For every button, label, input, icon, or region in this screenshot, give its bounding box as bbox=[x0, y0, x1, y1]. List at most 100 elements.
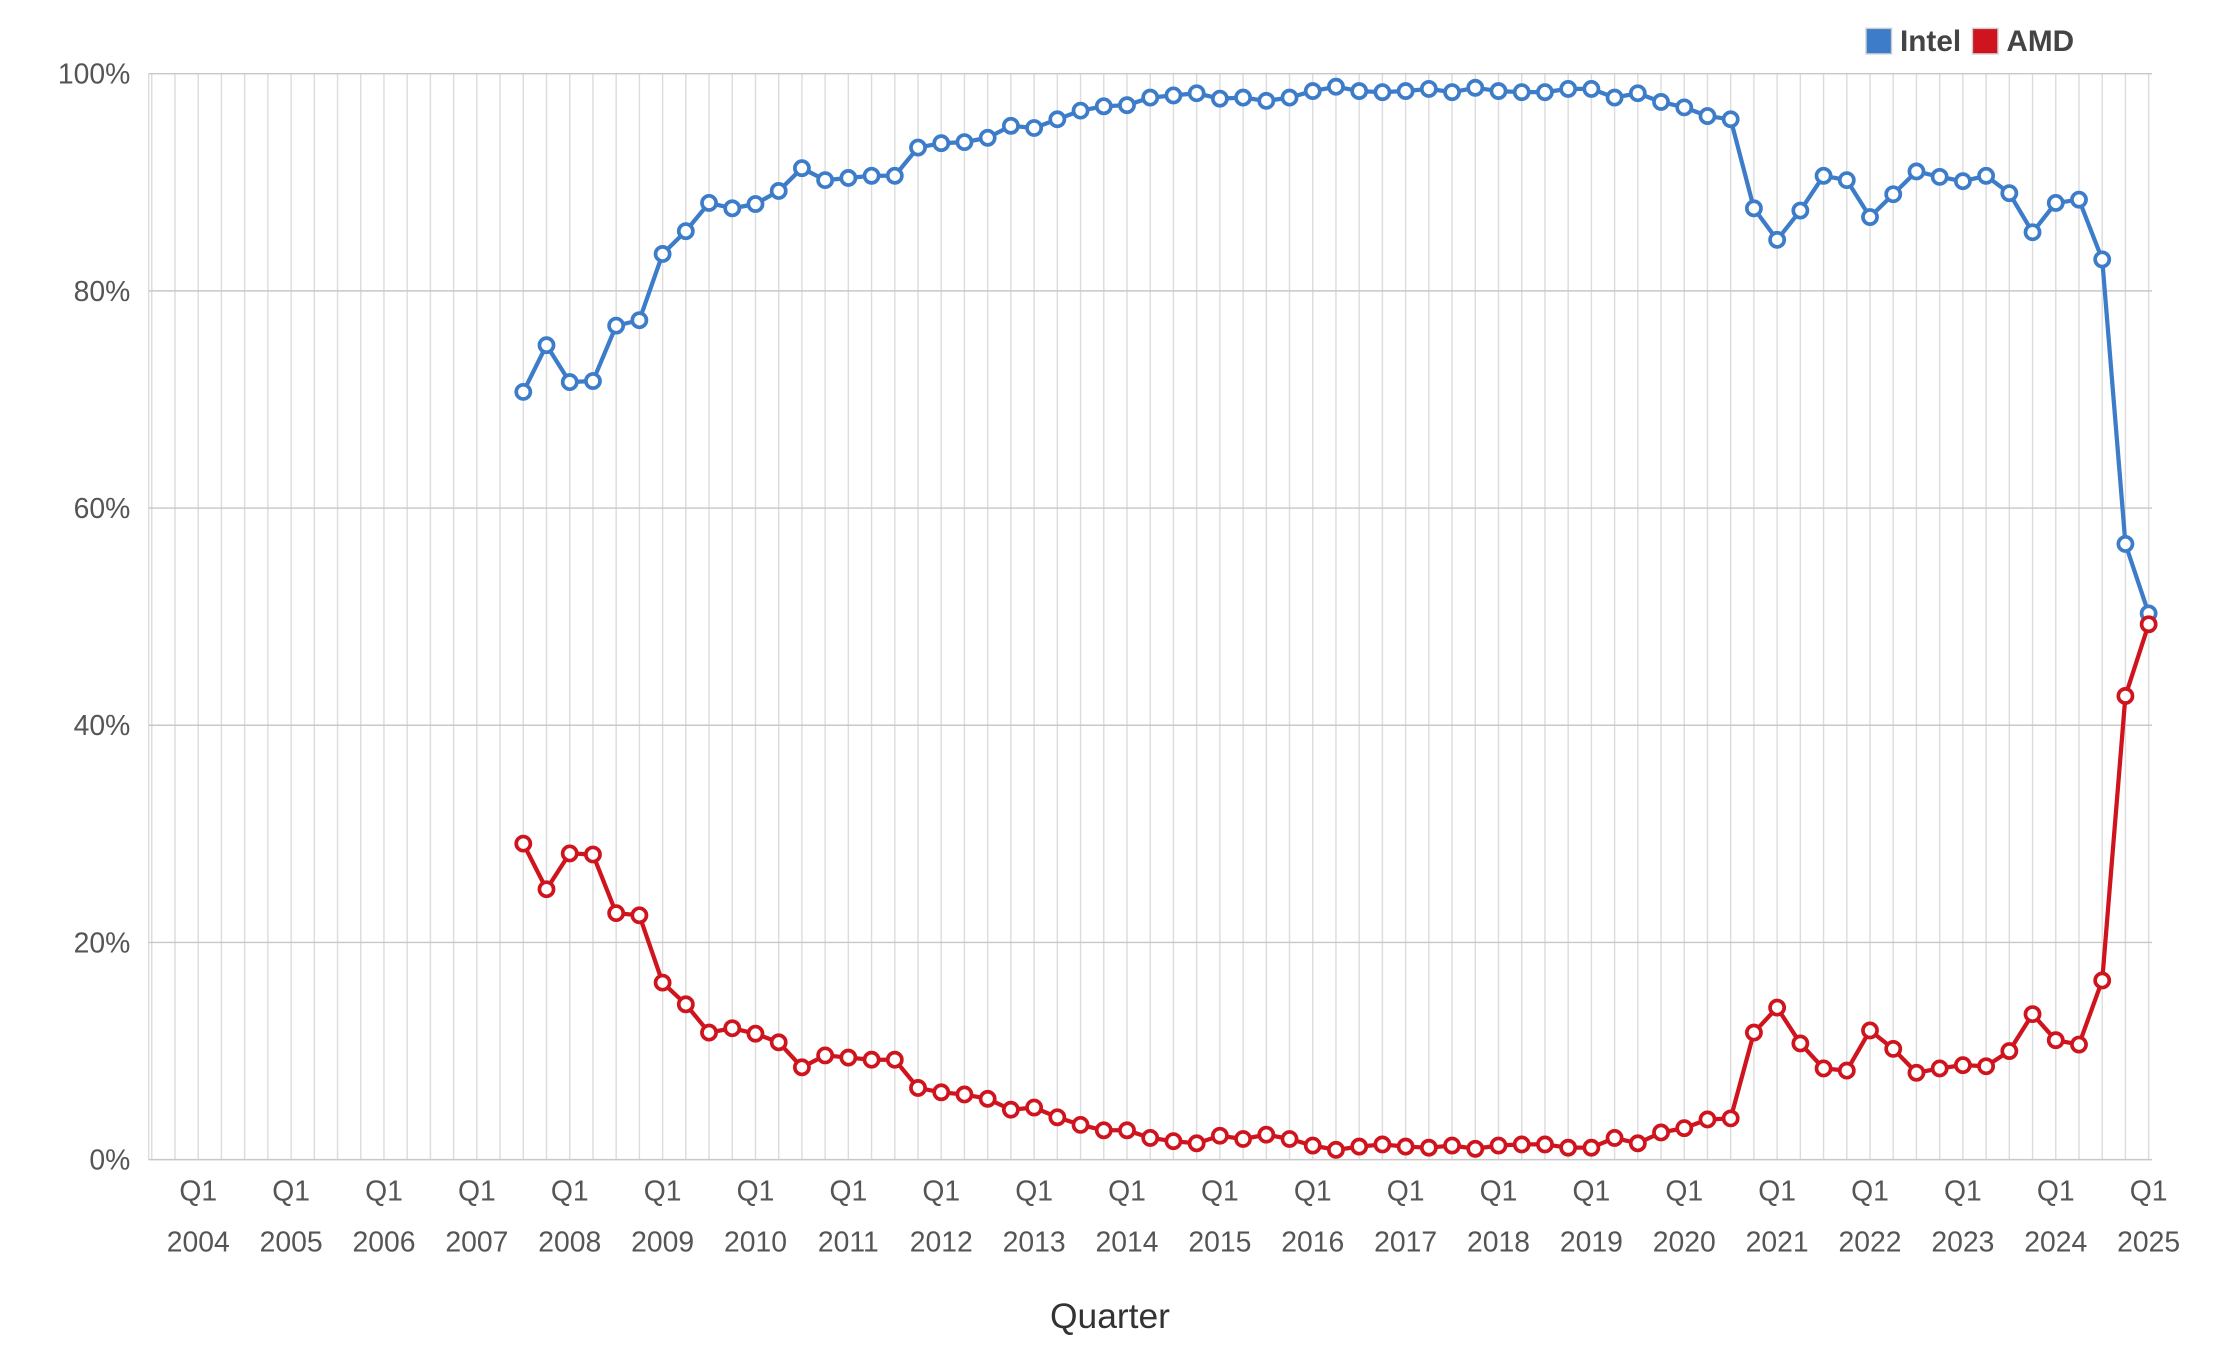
point bbox=[2023, 223, 2042, 242]
x-tick-label: 2006 bbox=[352, 1226, 415, 1258]
point bbox=[1953, 172, 1972, 191]
point bbox=[2070, 190, 2088, 209]
x-tick-label: Q1 bbox=[551, 1175, 589, 1207]
x-tick-label: 2009 bbox=[631, 1226, 694, 1258]
point bbox=[1652, 93, 1670, 111]
point bbox=[1280, 1130, 1299, 1148]
point bbox=[1698, 1110, 1717, 1129]
point bbox=[1118, 96, 1136, 115]
point bbox=[2139, 615, 2158, 634]
point bbox=[607, 904, 626, 923]
point bbox=[1907, 162, 1926, 181]
point bbox=[1443, 83, 1461, 102]
point bbox=[1559, 1138, 1578, 1157]
point bbox=[1187, 84, 1206, 103]
point bbox=[1977, 1057, 1996, 1076]
point bbox=[932, 1083, 951, 1102]
x-tick-label: Q1 bbox=[644, 1175, 682, 1207]
point bbox=[1698, 107, 1717, 125]
point bbox=[1768, 998, 1787, 1017]
y-tick-label: 80% bbox=[74, 275, 131, 307]
point bbox=[1977, 166, 1996, 185]
x-tick-label: 2016 bbox=[1281, 1226, 1344, 1258]
x-tick-label: Q1 bbox=[1294, 1175, 1332, 1207]
x-tick-label: Q1 bbox=[458, 1175, 496, 1207]
point bbox=[862, 1050, 881, 1069]
point bbox=[1234, 1130, 1253, 1148]
point bbox=[537, 336, 556, 355]
point bbox=[862, 166, 881, 185]
point bbox=[1721, 1109, 1740, 1128]
point bbox=[1327, 77, 1345, 96]
plot bbox=[514, 77, 2158, 1159]
y-tick-label: 60% bbox=[74, 492, 131, 524]
point bbox=[1605, 1128, 1624, 1147]
point bbox=[1071, 101, 1090, 120]
point bbox=[769, 182, 788, 200]
point bbox=[816, 1046, 835, 1065]
x-tick-label: Q1 bbox=[1851, 1175, 1889, 1207]
y-tick-label: 40% bbox=[74, 709, 131, 741]
point bbox=[816, 171, 835, 190]
point bbox=[955, 133, 974, 152]
x-axis-title: Quarter bbox=[1050, 1297, 1170, 1336]
legend: Intel AMD bbox=[1865, 25, 2074, 58]
grid: 0% 20% 40% 60% 80% 100% Q1 2004 Q1 2005 Q1 2006 Q1 20… bbox=[58, 58, 2180, 1258]
point bbox=[932, 134, 951, 153]
point bbox=[1466, 1139, 1485, 1158]
point bbox=[1884, 185, 1903, 204]
x-tick-label: 2020 bbox=[1653, 1226, 1716, 1258]
x-tick-label: Q1 bbox=[2130, 1175, 2168, 1207]
x-tick-label: Q1 bbox=[1944, 1175, 1982, 1207]
point bbox=[2046, 194, 2065, 212]
x-tick-label: 2005 bbox=[260, 1226, 323, 1258]
point bbox=[909, 138, 927, 157]
point bbox=[2093, 971, 2112, 990]
x-tick-label: 2024 bbox=[2024, 1226, 2087, 1258]
point bbox=[792, 159, 811, 178]
point bbox=[1884, 1039, 1903, 1058]
point bbox=[2116, 687, 2135, 705]
point bbox=[1744, 1023, 1763, 1042]
point bbox=[1814, 166, 1833, 185]
x-tick-label: Q1 bbox=[1201, 1175, 1239, 1207]
point bbox=[1419, 1138, 1438, 1157]
point bbox=[676, 995, 695, 1014]
x-tick-label: Q1 bbox=[1573, 1175, 1611, 1207]
point bbox=[1953, 1056, 1972, 1075]
point bbox=[700, 194, 718, 212]
point bbox=[1489, 1136, 1508, 1155]
point bbox=[537, 880, 556, 899]
legend-label: AMD bbox=[2006, 25, 2074, 58]
point bbox=[1210, 89, 1229, 108]
y-tick-label: 100% bbox=[58, 58, 130, 90]
point bbox=[978, 128, 997, 147]
legend-label: Intel bbox=[1900, 25, 1961, 58]
point bbox=[1582, 1138, 1601, 1157]
point bbox=[1605, 88, 1624, 107]
point bbox=[1327, 1140, 1345, 1159]
x-tick-label: 2010 bbox=[724, 1226, 787, 1258]
point bbox=[1536, 83, 1554, 102]
point bbox=[769, 1033, 788, 1052]
point bbox=[1536, 1135, 1554, 1154]
point bbox=[700, 1023, 718, 1042]
point bbox=[1094, 97, 1113, 116]
point bbox=[1210, 1126, 1229, 1145]
point bbox=[1303, 82, 1322, 100]
point bbox=[723, 1019, 742, 1038]
point bbox=[630, 311, 649, 330]
point bbox=[1837, 1061, 1856, 1080]
point bbox=[1350, 82, 1369, 100]
point bbox=[653, 973, 672, 992]
x-tick-label: 2023 bbox=[1931, 1226, 1994, 1258]
point bbox=[653, 245, 672, 263]
x-tick-label: Q1 bbox=[1665, 1175, 1703, 1207]
y-tick-label: 20% bbox=[74, 926, 131, 958]
point bbox=[792, 1058, 811, 1077]
legend-swatch bbox=[1865, 27, 1893, 55]
point bbox=[2000, 184, 2019, 203]
point bbox=[1466, 78, 1485, 97]
x-tick-label: 2015 bbox=[1188, 1226, 1251, 1258]
